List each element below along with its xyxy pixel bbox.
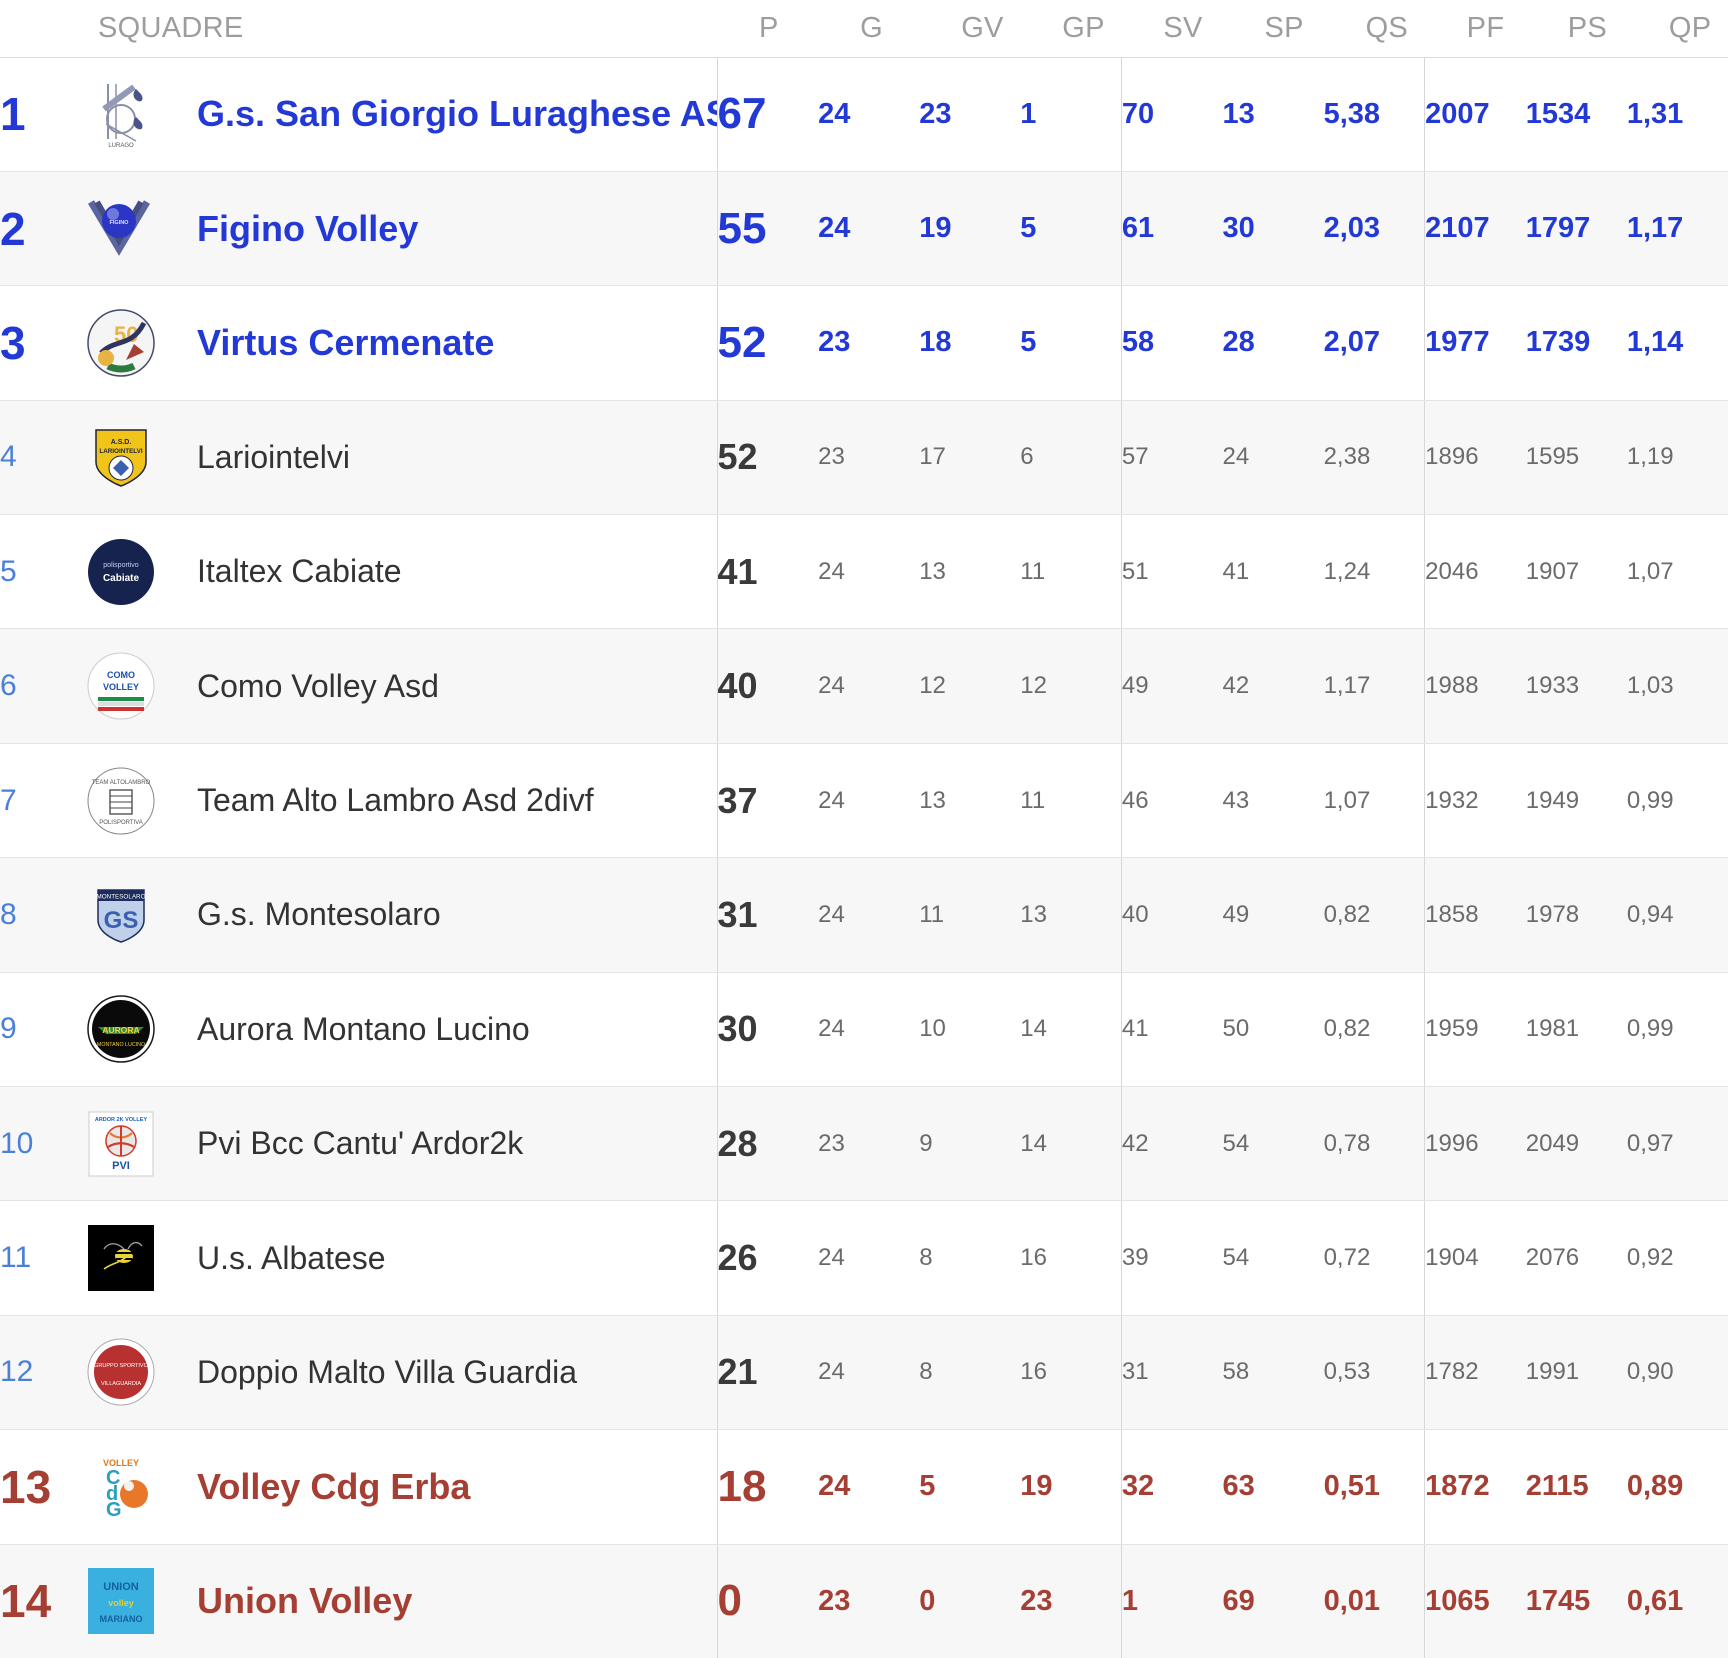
svg-text:PVI: PVI [112,1160,130,1172]
svg-text:MONTANO LUCINO: MONTANO LUCINO [97,1042,145,1048]
svg-text:A.S.D.: A.S.D. [111,439,132,446]
svg-text:GRUPPO SPORTIVO: GRUPPO SPORTIVO [94,1363,148,1369]
svg-text:polisportivo: polisportivo [103,562,139,569]
svg-text:VOLLEY: VOLLEY [103,682,139,692]
svg-text:GS: GS [104,907,139,934]
svg-text:AURORA: AURORA [102,1025,139,1035]
svg-text:LARIOINTELVI: LARIOINTELVI [99,448,143,455]
svg-text:UNION: UNION [103,1581,139,1593]
svg-text:FIGINO: FIGINO [110,220,130,226]
svg-text:TEAM ALTOLAMBRO: TEAM ALTOLAMBRO [92,780,151,786]
svg-text:POLISPORTIVA: POLISPORTIVA [99,820,142,826]
svg-text:MONTESOLARO: MONTESOLARO [97,893,146,900]
svg-text:LURAGO: LURAGO [108,143,134,149]
svg-text:volley: volley [108,1598,134,1608]
svg-text:ARDOR 2K VOLLEY: ARDOR 2K VOLLEY [95,1117,148,1123]
svg-text:VILLAGUARDIA: VILLAGUARDIA [101,1381,141,1387]
svg-text:Cabiate: Cabiate [103,573,140,584]
svg-text:MARIANO: MARIANO [100,1614,143,1624]
svg-text:COMO: COMO [107,670,135,680]
svg-text:G: G [106,1499,122,1521]
